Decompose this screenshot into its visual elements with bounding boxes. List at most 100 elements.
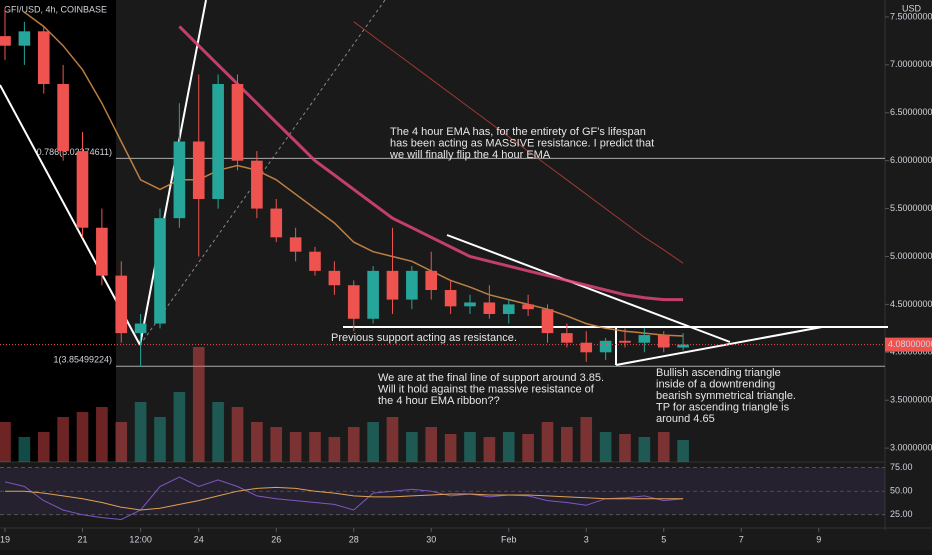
candle-body [425, 270, 438, 291]
candle-body [580, 342, 593, 353]
y-tick-label: 3.00000000 [890, 442, 932, 452]
volume-bar [347, 427, 360, 462]
candle-body [541, 309, 554, 334]
rsi-ma-line [5, 486, 684, 511]
candle-body [192, 141, 205, 199]
annotation: Bullish ascending triangle [656, 367, 781, 379]
candle-body [347, 285, 360, 319]
annotation: inside of a downtrending [656, 378, 775, 390]
volume-bar [599, 432, 612, 462]
volume-bar [37, 432, 50, 462]
y-tick-label: 6.00000000 [890, 155, 932, 165]
x-tick-label: 19 [0, 534, 10, 544]
annotation: around 4.65 [656, 413, 715, 425]
ema-line [23, 11, 684, 337]
candle-body [96, 227, 108, 276]
annotation: TP for ascending triangle is [656, 401, 790, 413]
fib-label: 0.786(6.02374611) [37, 147, 112, 157]
y-tick-label: 7.50000000 [890, 11, 932, 21]
volume-bar [309, 432, 321, 462]
ema-line [353, 21, 684, 264]
candle-body [502, 304, 515, 314]
y-tick-label: 4.00000000 [890, 347, 932, 357]
volume-bar [444, 434, 457, 462]
candle-body [328, 270, 341, 286]
triangle-upper [446, 234, 731, 343]
volume-bar [251, 422, 263, 462]
candle-body [270, 208, 283, 238]
candle-body [76, 151, 89, 228]
candle-body [483, 302, 496, 314]
volume-bar [386, 417, 399, 462]
last-price-box [885, 337, 932, 352]
candle-body [619, 340, 631, 343]
volume-bar [406, 432, 418, 462]
candle-body [561, 333, 573, 343]
volume-bar [96, 407, 108, 462]
candle-body [212, 84, 224, 199]
candle-body [289, 237, 302, 252]
rsi-tick-label: 25.00 [890, 509, 913, 519]
volume-bar [677, 440, 689, 462]
annotation: the 4 hour EMA ribbon?? [378, 395, 500, 407]
fib-label: 1(3.85499224) [53, 355, 112, 365]
candle-body [309, 251, 321, 271]
volume-bar [425, 427, 438, 462]
x-tick-label: 3 [584, 534, 589, 544]
candle-body [657, 335, 670, 348]
x-tick-label: Feb [501, 534, 517, 544]
candle-body [386, 270, 399, 300]
volume-bar [502, 432, 515, 462]
annotation: has been acting as MASSIVE resistance. I… [390, 137, 654, 149]
trend-line [139, 0, 207, 346]
candle-body [115, 275, 128, 334]
candle-body [57, 84, 69, 152]
candle-body [367, 270, 379, 319]
candle-body [173, 141, 186, 219]
y-tick-label: 4.50000000 [890, 299, 932, 309]
x-tick-label: 24 [194, 534, 204, 544]
volume-bar [580, 417, 593, 462]
candle-body [134, 323, 147, 334]
y-tick-label: 7.00000000 [890, 59, 932, 69]
symbol-title: GFI/USD, 4h, COINBASE [4, 4, 107, 14]
currency-label: USD [902, 3, 922, 13]
candle-body [18, 31, 31, 46]
volume-bar [154, 417, 166, 462]
candle-body [231, 84, 244, 161]
y-tick-label: 3.50000000 [890, 395, 932, 405]
candle-body [677, 344, 689, 348]
annotation: we will finally flip the 4 hour EMA [389, 149, 551, 161]
volume-bar [619, 434, 631, 462]
x-tick-label: 7 [739, 534, 744, 544]
volume-bar [0, 422, 11, 462]
y-tick-label: 5.50000000 [890, 203, 932, 213]
candle-body [154, 218, 166, 324]
volume-bar [328, 437, 341, 462]
volume-bar [192, 347, 205, 462]
annotation: Previous support acting as resistance. [331, 332, 517, 344]
x-tick-label: 21 [77, 534, 87, 544]
volume-bar [134, 402, 147, 462]
rsi-line [4, 476, 684, 521]
x-tick-label: 30 [426, 534, 436, 544]
volume-bar [561, 427, 573, 462]
volume-bar [483, 437, 496, 462]
volume-bar [212, 402, 224, 462]
volume-bar [173, 392, 186, 462]
candle-body [251, 160, 263, 209]
candle-body [599, 340, 612, 353]
ema-line [178, 25, 684, 302]
volume-bar [657, 432, 670, 462]
volume-bar [270, 427, 283, 462]
x-tick-label: 5 [661, 534, 666, 544]
candle-body [522, 304, 534, 310]
rsi-tick-label: 75.00 [890, 462, 913, 472]
candle-body [37, 31, 50, 85]
candle-body [444, 290, 457, 307]
annotation: Will it hold against the massive resista… [378, 383, 595, 395]
volume-bar [18, 437, 31, 462]
volume-bar [541, 422, 554, 462]
